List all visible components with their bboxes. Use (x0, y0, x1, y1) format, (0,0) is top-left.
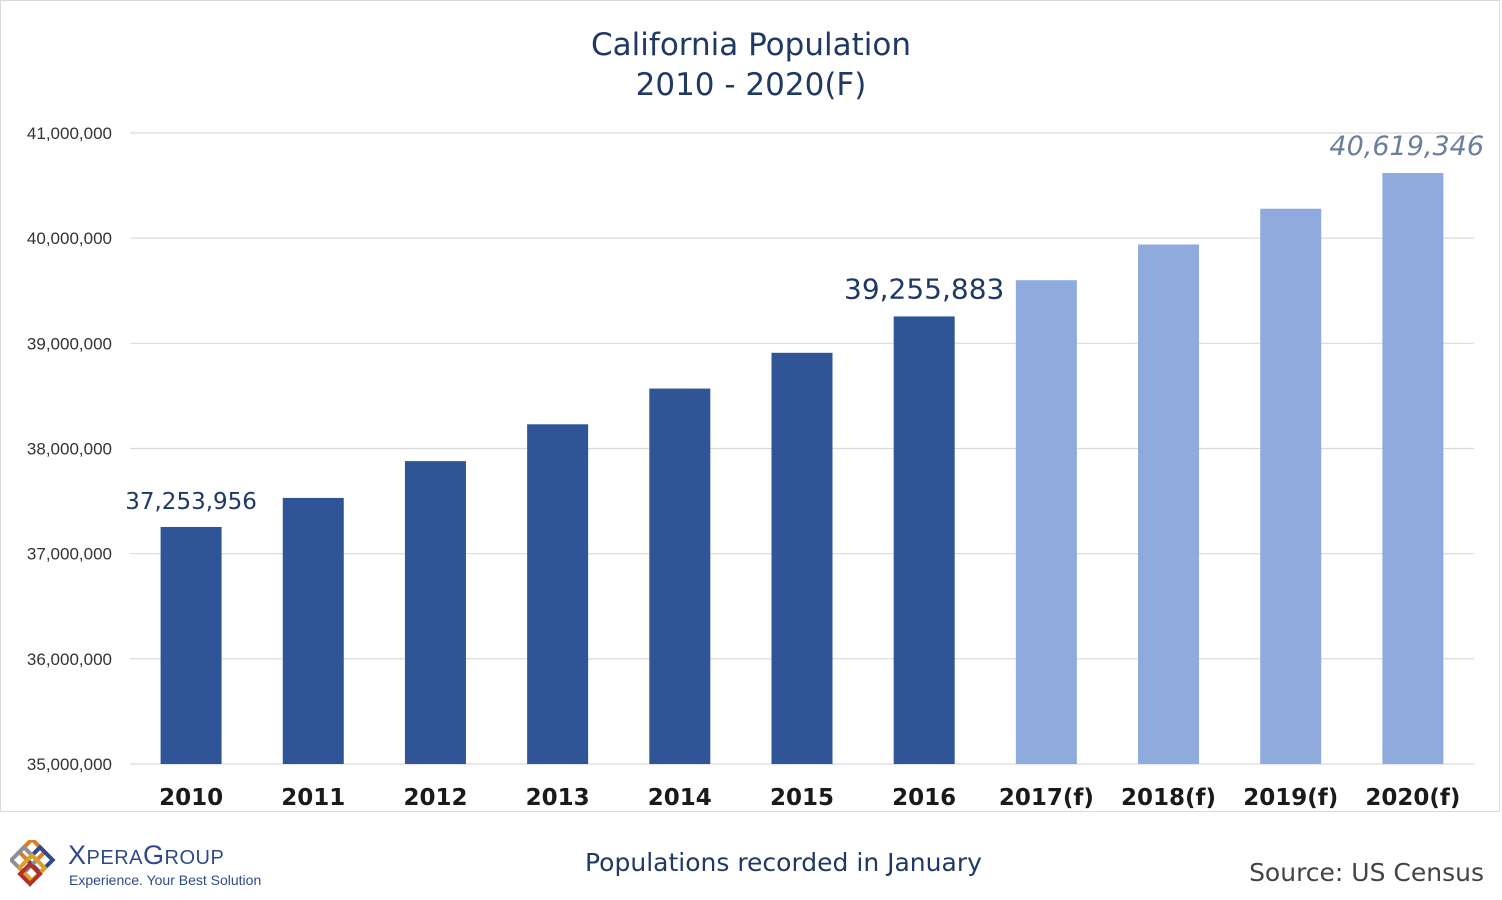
x-tick-label: 2016 (892, 785, 956, 811)
bar-2015 (771, 352, 833, 764)
y-tick-label: 38,000,000 (27, 440, 112, 459)
x-tick-label: 2020(f) (1365, 785, 1460, 811)
y-tick-label: 37,000,000 (27, 545, 112, 564)
bar-2011 (282, 497, 344, 764)
y-tick-label: 36,000,000 (27, 650, 112, 669)
y-tick-label: 39,000,000 (27, 334, 112, 353)
source-credit: Source: US Census (1249, 858, 1484, 887)
logo-tagline: Experience. Your Best Solution (69, 872, 262, 888)
logo-name-mid: PERA (86, 847, 143, 869)
bar-2013 (527, 424, 589, 764)
chart-frame (0, 0, 1500, 812)
bar-2012 (404, 461, 466, 764)
data-label: 39,255,883 (844, 272, 1004, 305)
x-tick-label: 2010 (159, 785, 223, 811)
logo-name: XPERAGROUP (68, 840, 224, 871)
bar-2016 (893, 316, 955, 764)
x-tick-label: 2014 (648, 785, 712, 811)
bar-2018f (1138, 244, 1200, 764)
bars (160, 173, 1444, 765)
x-axis-ticks: 2010 2011 2012 2013 2014 2015 2016 2017(f) 2018(… (159, 785, 1460, 811)
logo-knot-icon (10, 840, 56, 887)
data-label: 40,619,346 (1329, 131, 1484, 162)
bar-2017f (1015, 280, 1077, 764)
bar-2019f (1260, 208, 1322, 765)
bar-2014 (649, 388, 711, 764)
footnote: Populations recorded in January (585, 848, 982, 877)
x-tick-label: 2019(f) (1243, 785, 1338, 811)
chart-subtitle: 2010 - 2020(F) (636, 67, 867, 103)
x-tick-label: 2017(f) (999, 785, 1094, 811)
gridlines (130, 132, 1474, 765)
x-tick-label: 2018(f) (1121, 785, 1216, 811)
x-tick-label: 2013 (526, 785, 590, 811)
bar-2010 (160, 526, 222, 764)
logo-name-rest: ROUP (164, 847, 225, 869)
data-labels: 37,253,956 39,255,883 40,619,346 (125, 131, 1484, 515)
y-axis-ticks: 35,000,000 36,000,000 37,000,000 38,000,000… (27, 124, 112, 774)
bar-2020f (1382, 173, 1444, 765)
xpera-group-logo: XPERAGROUP Experience. Your Best Solutio… (10, 838, 280, 894)
logo-name-g: G (142, 840, 165, 870)
data-label: 37,253,956 (125, 489, 257, 515)
x-tick-label: 2012 (403, 785, 467, 811)
population-bar-chart: California Population 2010 - 2020(F) 35,… (27, 27, 1484, 811)
x-tick-label: 2011 (281, 785, 345, 811)
y-tick-label: 40,000,000 (27, 229, 112, 248)
chart-title: California Population (591, 27, 911, 63)
y-tick-label: 41,000,000 (27, 124, 112, 143)
x-tick-label: 2015 (770, 785, 834, 811)
logo-name-prefix: X (68, 840, 87, 870)
y-tick-label: 35,000,000 (27, 755, 112, 774)
